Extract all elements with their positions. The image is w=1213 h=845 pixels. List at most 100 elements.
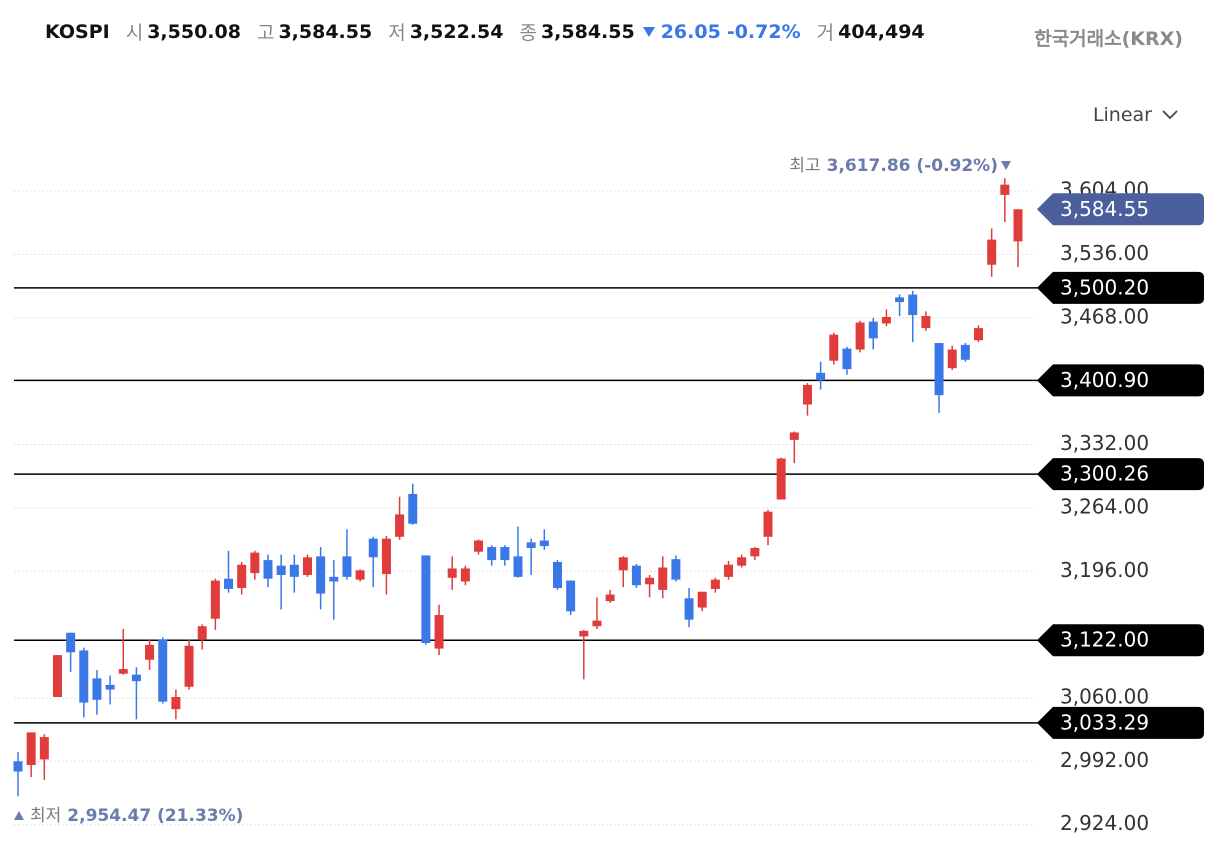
high-label: 최고 [789,156,820,176]
candle-body [289,564,299,577]
header: KOSPI 시 3,550.08 고 3,584.55 저 3,522.54 종 3,5… [45,18,925,45]
down-icon [642,26,655,37]
candle-body [750,547,760,557]
candle-body [631,565,641,586]
volume: 404,494 [838,20,925,43]
candle-body [513,556,523,577]
low-value: 2,954.47 (21.33%) [67,806,243,826]
candle-body [105,684,115,690]
candle-body [605,594,615,602]
level-box [1037,458,1204,491]
level-label: 3,122.00 [1060,628,1149,652]
candle-body [552,561,562,589]
candle-body [737,557,747,566]
candle-body [131,674,141,682]
candle-body [421,555,431,643]
level-label: 3,033.29 [1060,710,1149,734]
candle-body [868,321,878,339]
level-box [1037,271,1204,304]
candle-body [816,372,826,381]
candle-body [302,557,312,575]
candle-body [895,297,905,303]
candle-body [934,343,944,396]
candle-body [447,568,457,578]
candle-body [460,568,470,582]
label: 시 [125,22,144,44]
level-box [1037,624,1204,657]
candle-body [39,737,49,760]
y-tick-label: 2,992.00 [1060,748,1149,772]
candle-body [145,644,155,660]
candle-body [921,316,931,329]
candle-body [566,580,576,612]
candle-body [66,632,76,653]
y-tick-label: 3,060.00 [1060,684,1149,708]
candle-body [197,626,207,640]
candle-body [684,598,694,620]
label: 고 [256,22,275,44]
candle-body [171,697,181,710]
candle-body [881,316,891,324]
candle-body [697,591,707,608]
candle-body [763,511,773,537]
high-value: 3,617.86 (-0.92%) [827,156,998,176]
candle-body [474,540,484,552]
level-box [1037,706,1204,739]
candle-body [210,580,220,619]
high-note: 최고 3,617.86 (-0.92%) [789,156,998,176]
candle-body [79,650,89,703]
scale-selector[interactable]: Linear [1093,104,1178,126]
candle-body [158,639,168,702]
y-tick-label: 3,332.00 [1060,431,1149,455]
low-icon [14,811,24,820]
candle-body [487,547,497,561]
candle-body [395,514,405,537]
candle-body [710,579,720,589]
level-label: 3,300.26 [1060,462,1149,486]
candle-body [237,564,247,589]
candle-body [263,560,273,579]
label: 저 [388,22,406,44]
candle-body [250,552,260,574]
candle-body [960,344,970,360]
candle-body [355,570,365,580]
high-icon [1001,161,1011,170]
candle-body [539,540,549,547]
candle-body [658,567,668,590]
candle-body [13,761,23,772]
value: 3,584.55 [540,20,635,43]
candle-body [947,349,957,369]
y-tick-label: 3,536.00 [1060,241,1149,265]
candle-body [1000,184,1010,195]
scale-label: Linear [1092,104,1152,126]
candle-body [802,384,812,405]
candle-body [974,328,984,341]
level-box [1037,364,1204,397]
candle-body [329,576,339,582]
candle-body [276,565,286,575]
price-box [1037,193,1204,226]
exchange: 한국거래소(KRX) [1034,28,1183,50]
change-pct: -0.72% [726,20,801,43]
candle-body [908,294,918,316]
candle-body [579,630,589,637]
candle-body [368,538,378,558]
candle-body [224,578,234,589]
candle-body [118,669,128,674]
candle-body [842,348,852,370]
label: 거 [816,22,835,44]
candle-body [829,334,839,361]
change-value: 26.05 [660,20,721,43]
candle-body [592,620,602,627]
candle-body [52,655,62,698]
low-note: 최저 2,954.47 (21.33%) [30,806,243,826]
candle-body [316,556,326,594]
low-label: 최저 [30,806,61,826]
candle-body [184,645,194,687]
candle-body [526,542,536,548]
price-label: 3,584.55 [1060,197,1149,221]
level-label: 3,400.90 [1060,368,1149,392]
value: 3,550.08 [147,20,241,43]
